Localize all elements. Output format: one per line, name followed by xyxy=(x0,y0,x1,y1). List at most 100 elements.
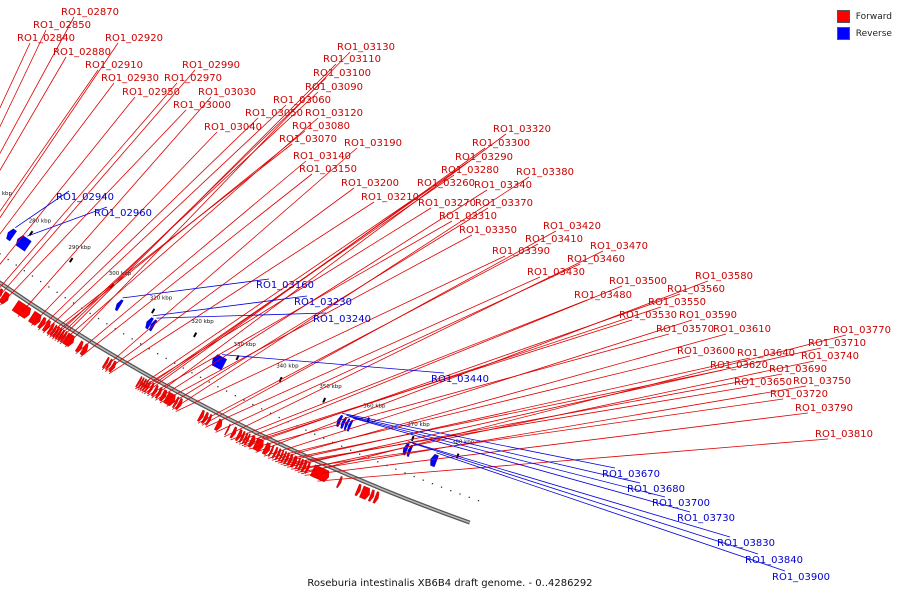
minor-tick xyxy=(89,312,91,315)
gene-label-ro1_03900: RO1_03900 xyxy=(772,572,830,583)
leader-line xyxy=(222,354,445,374)
leader-line xyxy=(412,442,759,555)
gene-label-ro1_03100: RO1_03100 xyxy=(313,68,371,79)
leader-line xyxy=(408,441,731,538)
gene-arrow-ro1_03140 xyxy=(74,340,84,353)
gene-arrow-ro1_02960 xyxy=(15,235,32,252)
legend-label-forward: Forward xyxy=(855,11,892,22)
leader-line xyxy=(151,133,507,399)
minor-tick xyxy=(468,496,470,498)
gene-label-ro1_03470: RO1_03470 xyxy=(590,241,648,252)
gene-arrow-ro1_03500 xyxy=(234,429,243,442)
gene-label-ro1_02990: RO1_02990 xyxy=(182,60,240,71)
leader-line xyxy=(108,201,375,375)
leader-line xyxy=(0,69,196,296)
minor-tick xyxy=(40,280,42,283)
gene-label-ro1_03310: RO1_03310 xyxy=(439,211,497,222)
minor-tick xyxy=(23,270,25,272)
minor-tick xyxy=(64,297,66,299)
leader-line xyxy=(80,173,313,358)
leader-line xyxy=(52,91,319,340)
gene-label-ro1_02910: RO1_02910 xyxy=(85,60,143,71)
gene-arrow-ro1_03310 xyxy=(146,382,155,395)
minor-tick xyxy=(252,403,254,406)
minor-tick xyxy=(182,367,184,369)
major-tick xyxy=(322,397,327,403)
minor-tick xyxy=(106,323,108,325)
tick-label: 270 kbp xyxy=(0,191,13,197)
gene-label-ro1_03650: RO1_03650 xyxy=(734,377,792,388)
gene-label-ro1_03810: RO1_03810 xyxy=(815,429,873,440)
leader-line xyxy=(297,385,807,473)
gene-arrow-ro1_03860 xyxy=(354,483,362,497)
minor-tick xyxy=(477,500,480,502)
leader-line xyxy=(17,96,212,317)
gene-arrow-ro1_03440 xyxy=(211,354,228,371)
leader-line xyxy=(0,42,31,109)
backbone-inner xyxy=(0,281,471,524)
minor-tick xyxy=(225,390,228,392)
legend-label-reverse: Reverse xyxy=(855,28,892,39)
gene-label-ro1_03090: RO1_03090 xyxy=(305,82,363,93)
gene-label-ro1_02940: RO1_02940 xyxy=(56,192,114,203)
gene-label-ro1_03140: RO1_03140 xyxy=(293,151,351,162)
minor-tick xyxy=(450,490,452,492)
gene-label-ro1_03410: RO1_03410 xyxy=(525,234,583,245)
gene-label-ro1_02970: RO1_02970 xyxy=(164,73,222,84)
leader-line xyxy=(263,319,693,457)
minor-tick xyxy=(199,376,202,378)
gene-label-ro1_03770: RO1_03770 xyxy=(833,325,891,336)
legend: Forward Reverse xyxy=(836,8,892,42)
leader-line xyxy=(166,207,489,407)
leader-line xyxy=(101,147,358,371)
gene-label-ro1_03110: RO1_03110 xyxy=(323,54,381,65)
minor-tick xyxy=(422,479,424,481)
forward-swatch xyxy=(836,10,850,23)
gene-label-ro1_03240: RO1_03240 xyxy=(313,314,371,325)
gene-label-ro1_03570: RO1_03570 xyxy=(656,324,714,335)
leader-line xyxy=(248,333,670,450)
leader-line xyxy=(287,347,822,468)
minor-tick xyxy=(404,472,406,474)
leader-line xyxy=(235,285,623,444)
leader-line xyxy=(244,293,681,448)
gene-label-ro1_03150: RO1_03150 xyxy=(299,164,357,175)
leader-line xyxy=(75,160,307,355)
minor-tick xyxy=(261,408,263,410)
gene-arrow-ro1_03130 xyxy=(62,332,75,347)
leader-line xyxy=(349,416,666,498)
leader-line xyxy=(15,190,70,229)
label-leader-lines xyxy=(0,16,847,572)
gene-label-ro1_03030: RO1_03030 xyxy=(198,87,256,98)
minor-tick xyxy=(174,362,176,364)
leader-line xyxy=(205,276,541,428)
gene-arrow-ro1_03150 xyxy=(79,343,89,356)
backbone-outer xyxy=(0,280,471,525)
leader-line xyxy=(0,16,75,155)
tick-label: 290 kbp xyxy=(68,245,91,251)
tick-label: 360 kbp xyxy=(363,404,386,410)
gene-label-ro1_03420: RO1_03420 xyxy=(543,221,601,232)
gene-label-ro1_03480: RO1_03480 xyxy=(574,290,632,301)
gene-label-ro1_02880: RO1_02880 xyxy=(53,47,111,58)
minor-tick xyxy=(148,348,150,350)
minor-tick xyxy=(323,437,325,439)
minor-tick xyxy=(243,399,245,401)
major-tick xyxy=(151,308,156,314)
leader-line xyxy=(0,56,67,171)
gene-label-ro1_03270: RO1_03270 xyxy=(418,198,476,209)
gene-arrow-ro1_03570 xyxy=(247,435,256,448)
gene-label-ro1_03190: RO1_03190 xyxy=(344,138,402,149)
leader-line xyxy=(342,413,616,469)
gene-label-ro1_02950: RO1_02950 xyxy=(122,87,180,98)
minor-tick xyxy=(97,317,100,320)
minor-tick xyxy=(157,353,159,355)
leader-line xyxy=(0,42,119,219)
gene-label-ro1_03720: RO1_03720 xyxy=(770,389,828,400)
gene-arrow-ro1_03890 xyxy=(372,491,380,504)
gene-label-ro1_03610: RO1_03610 xyxy=(713,324,771,335)
leader-line xyxy=(215,263,581,433)
gene-arrow-ro1_03070 xyxy=(46,322,55,335)
minor-tick xyxy=(123,333,125,335)
